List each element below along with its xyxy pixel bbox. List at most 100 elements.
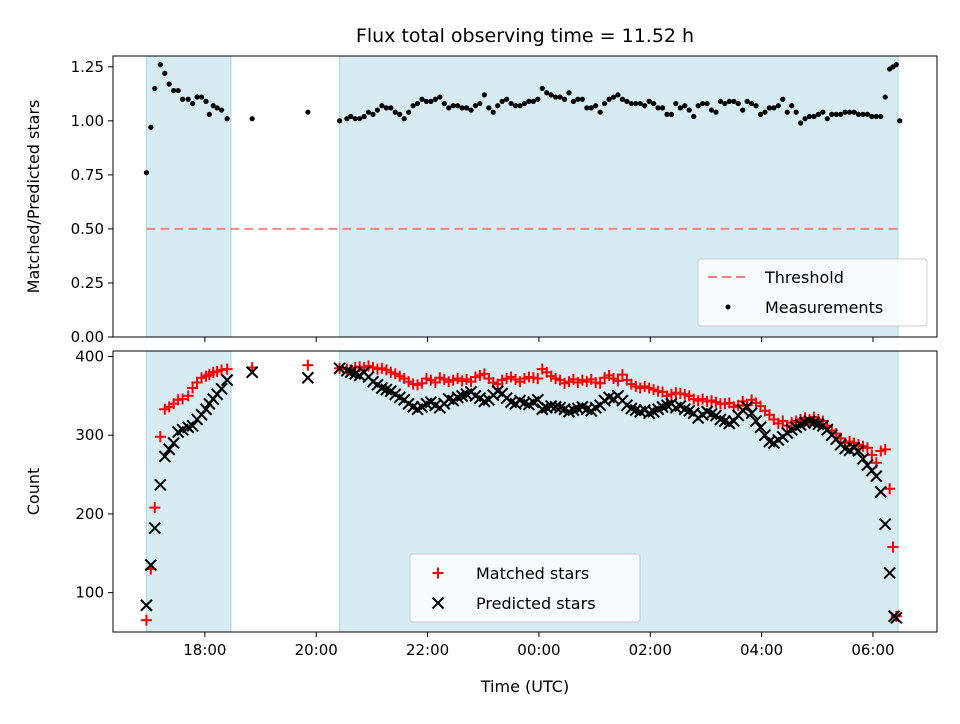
measurement-point <box>860 111 866 117</box>
measurement-point <box>361 113 367 120</box>
predicted-star-point <box>215 382 228 395</box>
measurement-point <box>388 105 394 111</box>
measurement-point <box>463 105 470 111</box>
predicted-star-point <box>749 414 763 428</box>
measurement-point <box>708 107 715 113</box>
measurement-point <box>704 100 710 107</box>
y-tick-label: 200 <box>75 505 104 523</box>
measurement-point <box>171 87 177 94</box>
predicted-star-point <box>874 485 887 499</box>
measurement-point <box>597 109 603 115</box>
x-tick-label: 06:00 <box>851 641 894 659</box>
measurement-point <box>726 98 732 104</box>
measurement-point <box>450 103 456 109</box>
matched-star-point <box>302 359 314 371</box>
measurement-point <box>401 116 407 122</box>
x-tick-label: 20:00 <box>295 641 338 659</box>
x-tick-label: 18:00 <box>183 641 226 659</box>
x-tick-label: 00:00 <box>517 641 560 659</box>
measurement-point <box>218 107 225 113</box>
measurement-point <box>722 100 728 107</box>
measurement-point <box>157 62 163 68</box>
measurement-point <box>775 103 781 109</box>
measurement-point <box>897 118 903 124</box>
predicted-star-point <box>740 400 754 414</box>
y-tick-label: 400 <box>75 348 104 366</box>
measurement-point <box>677 105 683 111</box>
matched-star-point <box>140 614 152 626</box>
matched-star-point <box>887 541 899 553</box>
measurement-point <box>624 98 630 104</box>
measurement-point <box>780 96 786 102</box>
measurement-point <box>869 113 875 120</box>
measurement-point <box>824 116 830 122</box>
measurement-point <box>530 98 536 104</box>
measurement-point <box>570 98 577 104</box>
legend-matched-label: Matched stars <box>476 564 589 583</box>
measurement-point <box>893 62 899 68</box>
measurement-point <box>441 100 447 107</box>
measurement-point <box>305 109 311 115</box>
measurement-point <box>829 111 835 117</box>
measurement-point <box>348 113 354 120</box>
measurement-point <box>337 118 343 124</box>
measurement-point <box>882 94 888 100</box>
measurement-point <box>370 111 376 117</box>
matched-star-point <box>149 502 161 514</box>
measurement-point <box>579 96 585 102</box>
measurement-point <box>797 120 804 126</box>
measurement-point <box>602 100 608 107</box>
x-axis-label: Time (UTC) <box>480 677 569 696</box>
y-tick-label: 0.50 <box>71 220 104 238</box>
measurement-point <box>521 100 528 107</box>
measurement-point <box>851 109 857 115</box>
measurement-point <box>214 105 220 111</box>
y-tick-label: 1.00 <box>71 112 104 130</box>
measurement-point <box>753 103 759 109</box>
measurement-point <box>539 85 545 92</box>
measurement-point <box>428 98 434 104</box>
measurement-point <box>526 98 532 104</box>
measurement-point <box>490 109 496 115</box>
measurement-point <box>855 111 862 117</box>
x-tick-label: 22:00 <box>406 641 449 659</box>
measurement-point <box>210 103 216 109</box>
measurement-point <box>717 98 724 104</box>
measurement-point <box>557 94 563 100</box>
measurement-point <box>593 103 599 109</box>
measurement-point <box>731 98 737 104</box>
measurement-point <box>575 96 581 102</box>
measurement-point <box>374 107 381 113</box>
matched-star-point <box>532 373 544 385</box>
measurement-point <box>686 107 692 113</box>
predicted-star-point <box>856 452 870 466</box>
predicted-star-point <box>140 599 153 612</box>
measurement-point <box>806 113 813 120</box>
measurement-point <box>802 116 808 122</box>
bottom-y-axis-label: Count <box>24 468 43 516</box>
measurement-point <box>437 94 443 100</box>
measurement-point <box>695 103 701 109</box>
measurement-point <box>655 105 661 111</box>
measurement-point <box>357 116 363 122</box>
predicted-star-point <box>186 419 199 432</box>
y-tick-label: 0.25 <box>71 274 104 292</box>
measurement-point <box>504 96 510 102</box>
measurement-point <box>815 111 822 117</box>
predicted-star-point <box>301 371 315 384</box>
measurement-point <box>486 105 492 111</box>
matched-star-point <box>861 442 873 454</box>
measurement-point <box>392 109 398 115</box>
measurement-point <box>203 98 209 104</box>
measurement-point <box>793 109 799 115</box>
predicted-star-point <box>870 469 883 483</box>
measurement-point <box>651 100 657 107</box>
measurement-point <box>584 105 590 111</box>
measurement-point <box>152 85 158 92</box>
measurement-point <box>379 103 385 109</box>
legend-predicted-swatch <box>431 596 445 610</box>
measurement-point <box>410 103 416 109</box>
top-y-axis-label: Matched/Predicted stars <box>24 100 43 294</box>
measurement-point <box>668 111 675 117</box>
